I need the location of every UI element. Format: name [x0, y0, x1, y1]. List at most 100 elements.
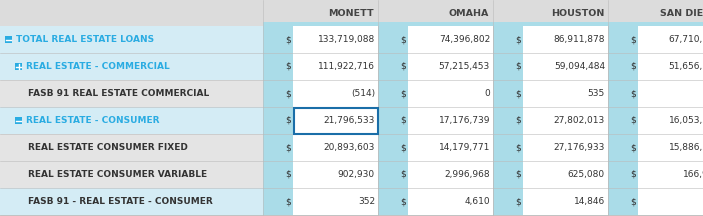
Text: $: $	[515, 116, 521, 125]
Bar	[638, 53, 703, 80]
Bar	[392, 161, 408, 188]
Text: $: $	[400, 170, 406, 179]
Text: 74,396,802: 74,396,802	[439, 35, 490, 44]
Bar	[378, 80, 392, 107]
Bar	[0, 107, 263, 134]
Bar	[523, 107, 608, 134]
Bar	[263, 107, 277, 134]
Text: $: $	[631, 62, 636, 71]
Text: 67,710,147: 67,710,147	[669, 35, 703, 44]
Text: REAL ESTATE - CONSUMER: REAL ESTATE - CONSUMER	[26, 116, 160, 125]
Bar	[523, 188, 608, 215]
Bar	[507, 134, 523, 161]
Text: $: $	[631, 35, 636, 44]
Bar	[523, 26, 608, 53]
Bar	[392, 134, 408, 161]
Bar	[277, 134, 293, 161]
Text: $: $	[285, 62, 291, 71]
Text: 16,053,502: 16,053,502	[669, 116, 703, 125]
Bar	[293, 188, 378, 215]
Bar	[638, 26, 703, 53]
Bar	[293, 53, 378, 80]
Text: 21,796,533: 21,796,533	[323, 116, 375, 125]
Text: 4,610: 4,610	[465, 197, 490, 206]
Text: 86,911,878: 86,911,878	[553, 35, 605, 44]
Bar	[263, 161, 277, 188]
Text: FASB 91 REAL ESTATE COMMERCIAL: FASB 91 REAL ESTATE COMMERCIAL	[28, 89, 209, 98]
Text: 902,930: 902,930	[338, 170, 375, 179]
Bar	[507, 80, 523, 107]
Text: $: $	[400, 89, 406, 98]
Bar	[0, 161, 263, 188]
Text: $: $	[285, 35, 291, 44]
Text: 111,922,716: 111,922,716	[318, 62, 375, 71]
Bar	[622, 53, 638, 80]
Text: 166,977: 166,977	[683, 170, 703, 179]
Bar	[408, 26, 493, 53]
Bar	[638, 161, 703, 188]
Bar	[608, 161, 622, 188]
Text: $: $	[285, 170, 291, 179]
Bar	[378, 188, 392, 215]
Bar	[263, 134, 277, 161]
Text: 20,893,603: 20,893,603	[323, 143, 375, 152]
Bar	[263, 80, 277, 107]
Bar	[293, 134, 378, 161]
Bar	[5, 36, 12, 43]
Text: 27,802,013: 27,802,013	[554, 116, 605, 125]
Bar	[378, 161, 392, 188]
Text: 133,719,088: 133,719,088	[318, 35, 375, 44]
Text: $: $	[515, 197, 521, 206]
Bar	[622, 107, 638, 134]
Bar	[0, 53, 263, 80]
Bar	[523, 80, 608, 107]
Text: HOUSTON: HOUSTON	[550, 8, 604, 17]
Text: 27,176,933: 27,176,933	[554, 143, 605, 152]
Bar	[493, 188, 507, 215]
Bar	[293, 107, 378, 134]
Text: 535: 535	[588, 89, 605, 98]
Bar	[622, 80, 638, 107]
Bar	[263, 53, 277, 80]
Bar	[0, 26, 263, 53]
Bar	[378, 134, 392, 161]
Bar	[622, 134, 638, 161]
Bar	[493, 53, 507, 80]
Bar	[15, 63, 22, 70]
Bar	[507, 188, 523, 215]
Bar	[523, 134, 608, 161]
Text: $: $	[631, 197, 636, 206]
Text: $: $	[515, 89, 521, 98]
Bar	[408, 107, 493, 134]
Text: $: $	[515, 62, 521, 71]
Bar	[378, 22, 493, 26]
Text: $: $	[285, 197, 291, 206]
Text: 625,080: 625,080	[568, 170, 605, 179]
Bar	[293, 26, 378, 53]
Bar	[277, 53, 293, 80]
Text: 17,176,739: 17,176,739	[439, 116, 490, 125]
Bar	[277, 80, 293, 107]
Bar	[622, 161, 638, 188]
Bar	[608, 53, 622, 80]
Bar	[263, 22, 378, 26]
Text: OMAHA: OMAHA	[449, 8, 489, 17]
Text: $: $	[400, 62, 406, 71]
Text: TOTAL REAL ESTATE LOANS: TOTAL REAL ESTATE LOANS	[16, 35, 154, 44]
Text: $: $	[515, 170, 521, 179]
Text: $: $	[631, 170, 636, 179]
Bar	[523, 53, 608, 80]
Text: FASB 91 - REAL ESTATE - CONSUMER: FASB 91 - REAL ESTATE - CONSUMER	[28, 197, 213, 206]
Text: REAL ESTATE CONSUMER VARIABLE: REAL ESTATE CONSUMER VARIABLE	[28, 170, 207, 179]
Bar	[392, 53, 408, 80]
Bar	[263, 188, 277, 215]
Bar	[493, 134, 507, 161]
Text: REAL ESTATE - COMMERCIAL: REAL ESTATE - COMMERCIAL	[26, 62, 169, 71]
Bar	[392, 107, 408, 134]
Text: $: $	[400, 116, 406, 125]
Text: 15,886,525: 15,886,525	[669, 143, 703, 152]
Bar	[507, 53, 523, 80]
Text: REAL ESTATE CONSUMER FIXED: REAL ESTATE CONSUMER FIXED	[28, 143, 188, 152]
Text: SAN DIEGO: SAN DIEGO	[659, 8, 703, 17]
Bar	[608, 22, 703, 26]
